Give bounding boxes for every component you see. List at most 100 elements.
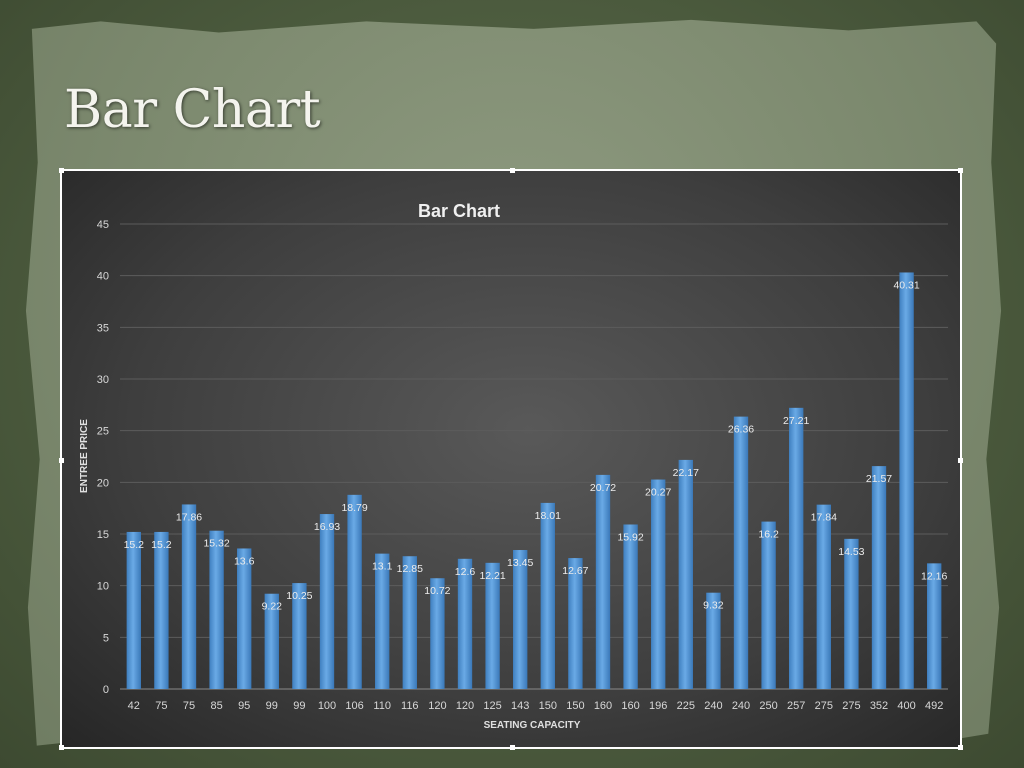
bar [430,578,445,689]
x-tick-label: 95 [238,700,250,712]
data-label: 12.67 [562,565,588,577]
bar [292,583,307,689]
data-label: 26.36 [728,424,754,436]
bar [927,563,942,689]
data-label: 15.92 [617,531,643,543]
gridlines [120,223,948,690]
bar [319,514,335,689]
data-label: 12.21 [479,570,505,582]
data-label: 18.01 [535,510,561,522]
data-label: 40.31 [893,279,919,291]
x-tick-label: 100 [318,700,336,712]
x-tick-label: 250 [759,700,777,712]
data-label: 13.45 [507,557,533,569]
data-label: 27.21 [783,415,809,427]
bar [789,407,804,689]
data-label: 15.32 [203,538,229,550]
data-label: 13.1 [372,561,393,573]
y-tick-label: 5 [103,632,109,644]
chart-container[interactable]: Bar Chart 0 5 10 15 20 25 30 35 40 45 15.2 15.2 17.… [59,168,963,750]
data-label: 17.84 [811,512,837,524]
x-tick-label: 106 [345,700,363,712]
x-tick-label: 492 [925,700,943,712]
bar [513,550,528,689]
x-axis-label: SEATING CAPACITY [484,720,581,731]
x-tick-label: 120 [456,700,474,712]
bar [651,479,666,689]
bar [264,593,279,689]
data-label: 20.72 [590,482,616,494]
bar [899,272,914,689]
bar [402,556,417,689]
bar [678,459,693,689]
x-tick-label: 150 [539,700,557,712]
x-tick-label: 225 [677,700,695,712]
x-tick-label: 110 [373,700,391,712]
x-tick-label: 240 [732,700,750,712]
resize-handle-top-right[interactable] [958,168,963,173]
data-label: 12.16 [921,570,947,582]
data-label: 9.22 [262,601,283,613]
resize-handle-top-left[interactable] [59,168,64,173]
data-label: 10.25 [286,590,312,602]
data-label: 18.79 [341,502,367,514]
x-tick-label: 75 [183,700,195,712]
bar [126,531,141,689]
x-tick-label: 160 [621,700,639,712]
bar [154,531,169,689]
y-tick-label: 20 [97,477,109,489]
y-tick-label: 15 [97,529,109,541]
data-label: 22.17 [673,467,699,479]
bar [706,592,721,689]
x-tick-label: 400 [897,700,915,712]
data-label: 15.2 [151,539,172,551]
bar [485,562,500,689]
y-axis-ticks: 0 5 10 15 20 25 30 35 40 45 [97,219,109,696]
data-label: 17.86 [176,511,202,523]
bar [871,466,887,689]
y-tick-label: 25 [97,426,109,438]
slide-title[interactable]: Bar Chart [64,80,321,140]
x-tick-label: 42 [128,700,140,712]
resize-handle-bottom-left[interactable] [59,745,64,750]
bar [237,548,252,689]
x-tick-label: 257 [787,700,805,712]
x-tick-label: 120 [428,700,446,712]
bar [761,521,776,689]
y-tick-label: 35 [97,322,109,334]
x-tick-label: 240 [704,700,722,712]
y-tick-label: 40 [97,271,109,283]
data-label: 9.32 [703,600,724,612]
resize-handle-right[interactable] [958,458,963,463]
bars [126,272,942,689]
bar [595,474,611,689]
x-tick-label: 275 [815,700,833,712]
y-tick-label: 45 [97,219,109,231]
bar [209,530,224,689]
x-tick-label: 352 [870,700,888,712]
x-tick-label: 125 [483,700,501,712]
resize-handle-top[interactable] [510,168,515,173]
data-label: 20.27 [645,487,671,499]
bar [733,416,749,689]
x-tick-label: 85 [210,700,222,712]
x-tick-label: 75 [155,700,167,712]
x-tick-label: 99 [266,700,278,712]
y-tick-label: 30 [97,374,109,386]
resize-handle-bottom-right[interactable] [958,745,963,750]
x-axis-ticks: 42 75 75 85 95 99 99 100 106 110 116 120 120 125 143 15… [128,700,944,712]
data-label: 13.6 [234,555,255,567]
resize-handle-bottom[interactable] [510,745,515,750]
resize-handle-left[interactable] [59,458,64,463]
bar [457,558,473,689]
bar [540,502,555,689]
y-tick-label: 10 [97,581,109,593]
x-tick-label: 160 [594,700,612,712]
bar [816,504,831,689]
x-tick-label: 275 [842,700,860,712]
bar [375,553,390,689]
y-tick-label: 0 [103,684,109,696]
bar [181,504,197,689]
data-label: 15.2 [124,539,145,551]
